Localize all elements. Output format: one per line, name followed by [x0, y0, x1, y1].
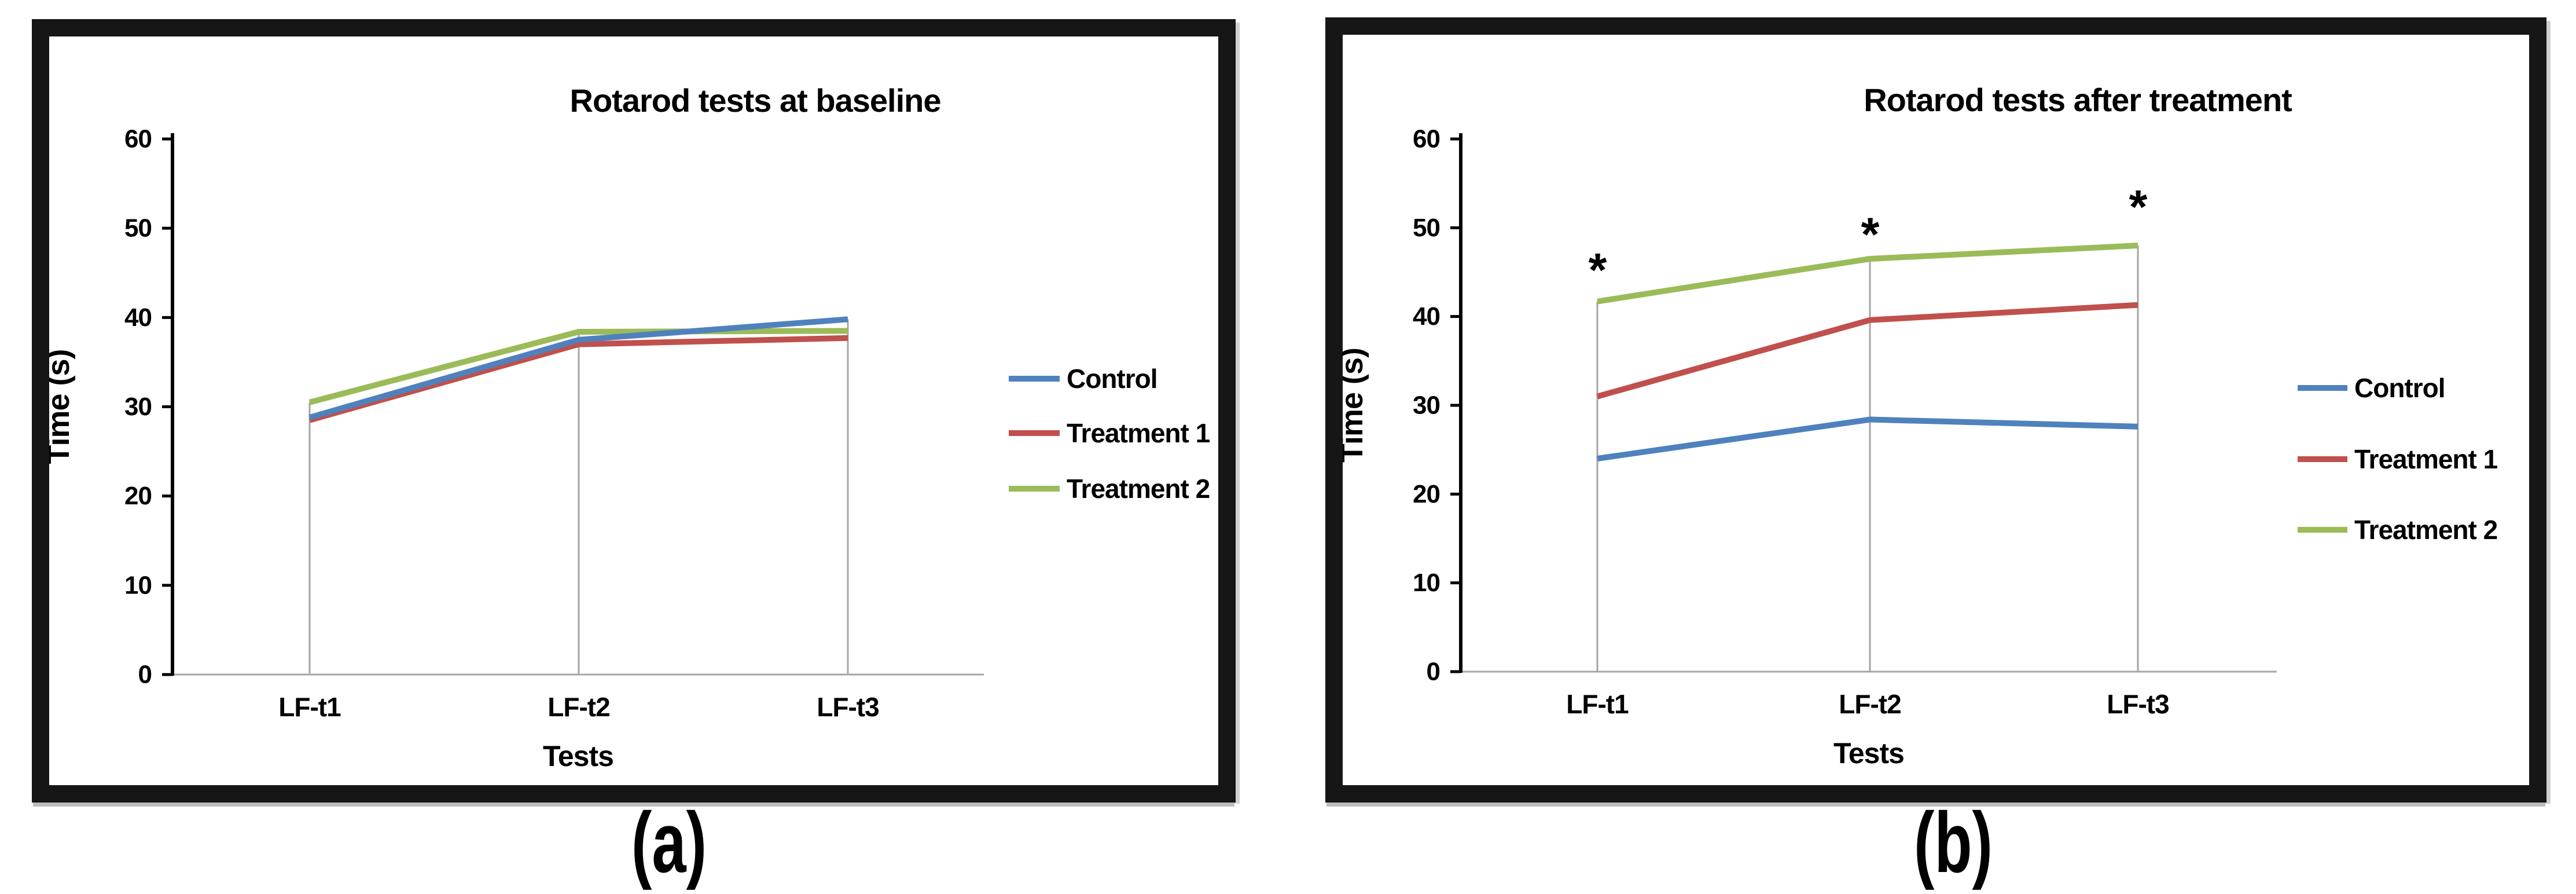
- x-tick-label: LF-t1: [1566, 689, 1629, 719]
- significance-asterisk: *: [2129, 181, 2148, 234]
- y-tick-label: 30: [1413, 391, 1440, 420]
- chart-a-canvas: Rotarod tests at baseline Time (s) 0 10 20 30…: [49, 82, 1211, 772]
- series-line-treatment-1: [308, 335, 848, 423]
- series-line-control: [308, 316, 848, 420]
- series-line-control: [1597, 416, 2138, 461]
- significance-asterisk: *: [1861, 208, 1880, 261]
- y-tick-label: 0: [138, 661, 152, 689]
- caption-b: (b): [1913, 795, 1993, 891]
- x-tick-label: LF-t1: [278, 692, 341, 722]
- series-line-treatment-2: [1597, 243, 2138, 305]
- legend-label-3: Treatment 2: [1067, 474, 1210, 504]
- y-tick-label: 60: [124, 125, 152, 153]
- chart-b-canvas: Rotarod tests after treatment Time (s) 0 10…: [1343, 82, 2498, 770]
- x-axis-title: Tests: [1833, 737, 1904, 770]
- chart-title: Rotarod tests at baseline: [570, 82, 941, 119]
- x-tick-label: LF-t3: [2107, 689, 2169, 719]
- legend-label-2: Treatment 1: [1067, 418, 1210, 448]
- significance-asterisk: *: [1589, 244, 1607, 296]
- series-line-treatment-2: [308, 328, 848, 405]
- x-tick-label: LF-t2: [1839, 689, 1901, 719]
- chart-title: Rotarod tests after treatment: [1864, 82, 2292, 118]
- legend-label-2: Treatment 1: [2354, 444, 2498, 474]
- y-axis-title: Time (s): [49, 349, 76, 464]
- y-tick-label: 0: [1427, 658, 1440, 686]
- y-tick-label: 50: [124, 214, 152, 243]
- y-tick-label: 10: [124, 571, 152, 599]
- y-tick-label: 20: [1413, 480, 1440, 508]
- y-tick-label: 40: [1413, 302, 1440, 331]
- y-tick-label: 50: [1413, 214, 1440, 242]
- panel-a-baseline-chart: Rotarod tests at baseline Time (s) 0 10 20 30…: [32, 19, 1236, 803]
- legend-label-1: Control: [2354, 373, 2445, 403]
- caption-a: (a): [631, 795, 707, 891]
- x-tick-label: LF-t2: [547, 692, 609, 722]
- legend-label-1: Control: [1067, 364, 1157, 394]
- y-tick-label: 60: [1413, 125, 1440, 153]
- x-axis-title: Tests: [543, 740, 613, 772]
- legend-label-3: Treatment 2: [2354, 515, 2497, 545]
- series-line-treatment-1: [1596, 302, 2138, 400]
- y-axis-title: Time (s): [1343, 348, 1369, 463]
- y-tick-label: 20: [124, 482, 152, 510]
- y-tick-label: 10: [1413, 569, 1440, 597]
- y-tick-label: 30: [124, 393, 152, 421]
- y-tick-label: 40: [124, 303, 152, 332]
- panel-b-after-treatment-chart: Rotarod tests after treatment Time (s) 0 10…: [1325, 17, 2546, 803]
- x-tick-label: LF-t3: [817, 692, 879, 722]
